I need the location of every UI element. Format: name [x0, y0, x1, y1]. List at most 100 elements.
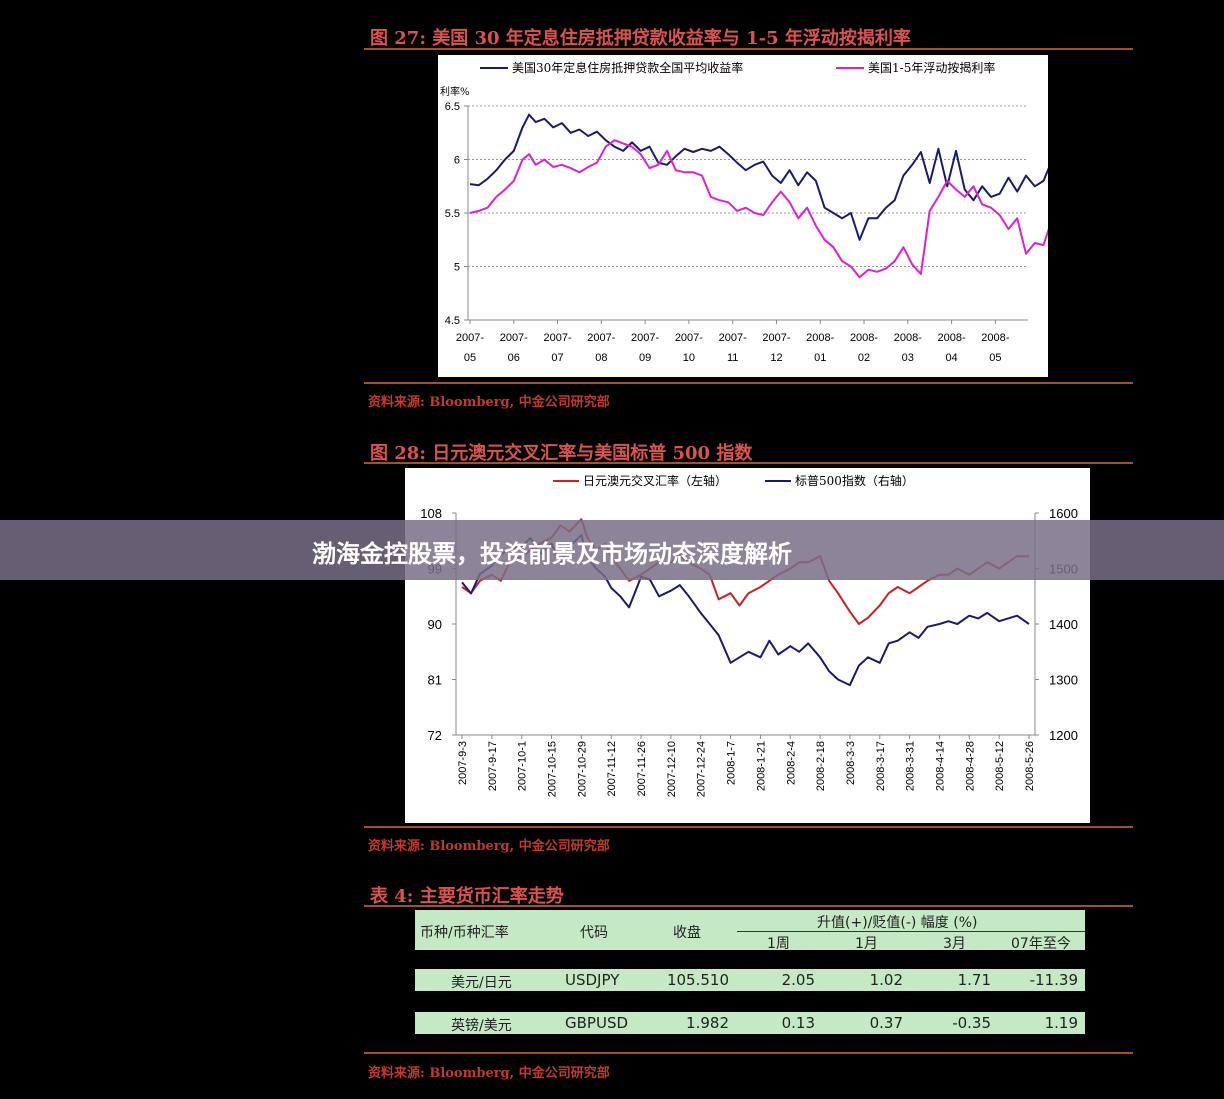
left-y-tick-label: 90 [428, 617, 442, 632]
y-tick-label: 6.5 [445, 101, 460, 113]
y-tick-label: 5 [454, 262, 460, 274]
x-tick-label: 11 [727, 352, 738, 364]
x-tick-label: 08 [595, 352, 607, 364]
x-tick-label: 12 [770, 352, 782, 364]
legend-label: 美国30年定息住房抵押贷款全国平均收益率 [512, 60, 743, 75]
x-tick-label: 03 [902, 352, 914, 364]
series-line [469, 139, 1048, 279]
x-tick-label: 2007- [543, 332, 571, 344]
row-3m: -0.35 [952, 1014, 991, 1032]
x-tick-label: 2007-11-26 [636, 741, 648, 796]
y-axis-label: 利率% [440, 85, 470, 98]
header-code: 代码 [580, 925, 608, 941]
x-tick-label: 2008-4-14 [934, 741, 946, 791]
right-y-tick-label: 1600 [1049, 506, 1078, 521]
fig28-svg: 日元澳元交叉汇率（左轴）标普500指数（右轴）10899908172160015… [420, 473, 1078, 797]
legend-label: 美国1-5年浮动按揭利率 [868, 60, 995, 75]
fig28-title: 图 28: 日元澳元交叉汇率与美国标普 500 指数 [370, 443, 753, 464]
fig27-chart: 美国30年定息住房抵押贷款全国平均收益率 美国1-5年浮动按揭利率利率% 6.5 6 5… [438, 55, 1048, 377]
fig28-top-rule [364, 462, 1133, 464]
fig27-source: 资料来源: Bloomberg, 中金公司研究部 [368, 395, 610, 410]
table4-source: 资料来源: Bloomberg, 中金公司研究部 [368, 1066, 610, 1081]
row-code: GBPUSD [565, 1014, 629, 1032]
x-tick-label: 07 [551, 352, 563, 364]
x-tick-label: 2007-10-15 [547, 741, 559, 797]
table4-bottom-rule [364, 1052, 1133, 1054]
fig27-bottom-rule [364, 382, 1133, 384]
row-ytd: 1.19 [1044, 1014, 1078, 1032]
x-tick-label: 2008- [981, 332, 1009, 344]
x-tick-label: 09 [639, 352, 651, 364]
right-y-tick-label: 1400 [1049, 617, 1078, 632]
x-tick-label: 2007-9-17 [487, 741, 499, 791]
header-ytd: 07年至今 [1011, 936, 1071, 952]
x-tick-label: 2007- [719, 332, 747, 344]
x-tick-label: 04 [945, 352, 957, 364]
row-1w: 0.13 [781, 1014, 815, 1032]
title-banner: 渤海金控股票，投资前景及市场动态深度解析 [0, 520, 1224, 580]
legend-label: 标普500指数（右轴） [795, 473, 914, 488]
right-y-tick-label: 1300 [1049, 673, 1078, 688]
left-y-tick-label: 72 [428, 728, 442, 743]
x-tick-label: 2008- [850, 332, 878, 344]
table4-header: 币种/币种汇率 代码 收盘 升值(+)/贬值(-) 幅度 (%) 1周 1月 3… [415, 910, 1085, 952]
row-close: 105.510 [666, 971, 729, 989]
x-tick-label: 2007- [587, 332, 615, 344]
x-tick-label: 2007- [631, 332, 659, 344]
right-y-tick-label: 1200 [1049, 728, 1078, 743]
x-tick-label: 02 [858, 352, 870, 364]
x-tick-label: 2007-12-24 [696, 741, 708, 797]
x-tick-label: 2007- [456, 332, 484, 344]
x-tick-label: 2007-12-10 [666, 741, 678, 797]
x-tick-label: 2008-3-3 [845, 741, 857, 785]
y-tick-label: 5.5 [445, 208, 460, 220]
x-tick-label: 2008-3-31 [905, 741, 917, 791]
x-tick-label: 2007- [762, 332, 790, 344]
x-tick-label: 10 [683, 352, 695, 364]
legend-label: 日元澳元交叉汇率（左轴） [583, 473, 727, 488]
x-tick-label: 2007-10-1 [517, 741, 529, 791]
banner-headline: 渤海金控股票，投资前景及市场动态深度解析 [312, 540, 792, 568]
header-1m: 1月 [855, 936, 878, 952]
header-1w: 1周 [767, 936, 790, 952]
x-tick-label: 2008- [894, 332, 922, 344]
table-row: 英镑/美元 GBPUSD 1.982 0.13 0.37 -0.35 1.19 [415, 1012, 1085, 1034]
row-ytd: -11.39 [1029, 971, 1078, 989]
x-tick-label: 2007-9-3 [457, 741, 469, 785]
series-line [469, 113, 1048, 241]
header-3m: 3月 [943, 936, 966, 952]
y-tick-label: 4.5 [445, 315, 460, 327]
row-1m: 0.37 [869, 1014, 903, 1032]
y-tick-label: 6 [454, 155, 460, 167]
header-pair: 币种/币种汇率 [420, 925, 509, 941]
x-tick-label: 2008-3-17 [875, 741, 887, 791]
table-row: 美元/日元 USDJPY 105.510 2.05 1.02 1.71 -11.… [415, 969, 1085, 991]
x-tick-label: 2008-2-18 [815, 741, 827, 791]
row-close: 1.982 [686, 1014, 729, 1032]
row-1m: 1.02 [869, 971, 903, 989]
x-tick-label: 05 [989, 352, 1001, 364]
header-close: 收盘 [673, 925, 701, 941]
x-tick-label: 2007-11-12 [606, 741, 618, 796]
header-change-group: 升值(+)/贬值(-) 幅度 (%) [817, 915, 978, 931]
x-tick-label: 2007- [500, 332, 528, 344]
x-tick-label: 2008- [806, 332, 834, 344]
table4-title: 表 4: 主要货币汇率走势 [370, 886, 564, 907]
x-tick-label: 2008-5-26 [1024, 741, 1036, 791]
fig28-bottom-rule [364, 826, 1133, 828]
left-y-tick-label: 108 [420, 506, 442, 521]
x-tick-label: 2008-1-7 [726, 741, 738, 785]
fig27-title: 图 27: 美国 30 年定息住房抵押贷款收益率与 1-5 年浮动按揭利率 [370, 28, 911, 49]
x-tick-label: 2008-4-28 [964, 741, 976, 791]
x-tick-label: 2008-2-4 [785, 741, 797, 785]
x-tick-label: 2008-1-21 [755, 741, 767, 791]
header-divider [737, 931, 1085, 932]
x-tick-label: 2007-10-29 [576, 741, 588, 797]
x-tick-label: 2008-5-12 [994, 741, 1006, 791]
x-tick-label: 01 [814, 352, 826, 364]
row-pair: 美元/日元 [451, 975, 512, 991]
x-tick-label: 2008- [938, 332, 966, 344]
x-tick-label: 2007- [675, 332, 703, 344]
row-pair: 英镑/美元 [451, 1018, 512, 1034]
